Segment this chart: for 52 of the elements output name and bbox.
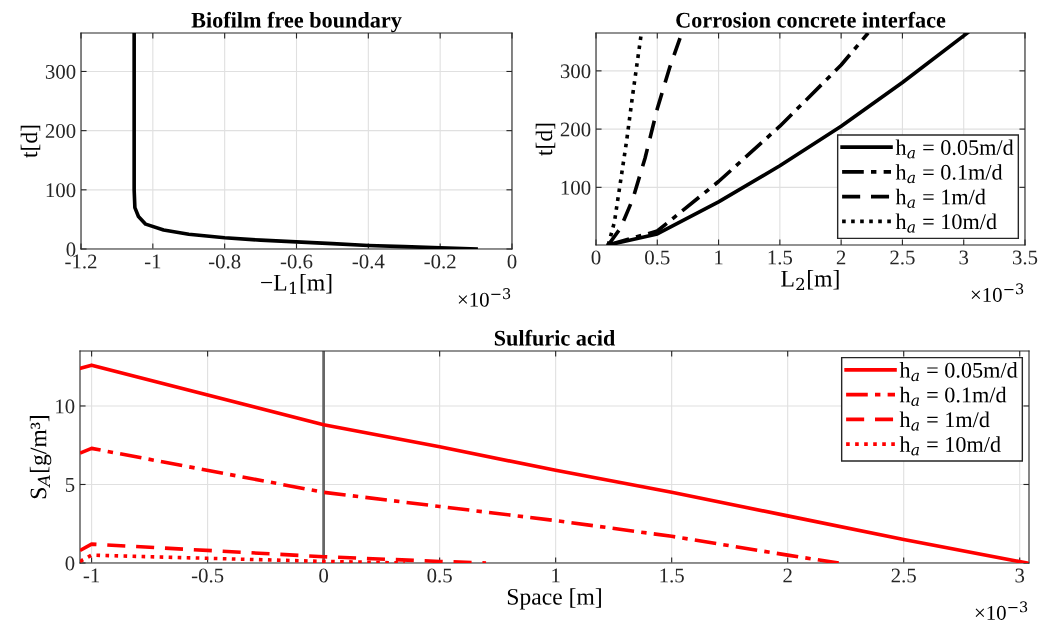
x-tick-label: 0.5 xyxy=(645,250,670,265)
x-tick-label: -0.5 xyxy=(191,568,224,583)
x-tick-label: 2.5 xyxy=(891,568,916,583)
x-tick-label: 3 xyxy=(959,250,969,265)
legend-label: h$_{a}$ = 0.05m/d xyxy=(899,362,1018,382)
x-tick-label: 0.5 xyxy=(427,568,452,583)
x-tick-label: 1.5 xyxy=(660,568,684,583)
y-tick-label: 200 xyxy=(45,124,76,139)
y-tick-label: 300 xyxy=(560,64,591,79)
legend-label: h$_{a}$ = 1m/d xyxy=(895,188,986,208)
text: ×10$^{−3}$ xyxy=(458,288,511,307)
x-tick-label: 1.5 xyxy=(768,250,793,265)
x-axis-title: Space [m] xyxy=(507,588,601,610)
legend-label: h$_{a}$ = 10m/d xyxy=(899,436,1001,456)
chart-title: Sulfuric acid xyxy=(494,329,616,346)
x-tick-label: 2 xyxy=(836,250,846,265)
x-tick-label: 3 xyxy=(1015,568,1025,583)
text: ×10$^{−3}$ xyxy=(971,283,1024,302)
x-tick-label: 0 xyxy=(507,254,517,269)
y-tick-label: 0 xyxy=(65,556,75,571)
x-axis-title: −L$_{1}$[m] xyxy=(261,274,332,295)
x-tick-label: 2 xyxy=(783,568,792,583)
x-tick-label: 3.5 xyxy=(1012,250,1038,265)
text: ×10$^{−3}$ xyxy=(975,601,1028,620)
x-tick-label: -1 xyxy=(83,568,100,583)
legend-label: h$_{a}$ = 0.05m/d xyxy=(895,139,1014,159)
x-tick-label: 2.5 xyxy=(890,250,915,265)
x-tick-label: -0.2 xyxy=(424,254,456,269)
y-tick-label: 10 xyxy=(56,399,75,414)
chart-title: Biofilm free boundary xyxy=(191,11,402,33)
legend-label: h$_{a}$ = 1m/d xyxy=(899,411,990,431)
y-tick-label: 100 xyxy=(561,180,591,195)
x-tick-label: 0 xyxy=(591,250,601,265)
legend-label: h$_{a}$ = 0.1m/d xyxy=(895,164,1003,184)
x-tick-label: 0 xyxy=(319,568,329,583)
y-tick-label: 5 xyxy=(65,478,75,492)
x-tick-label: 1 xyxy=(552,568,560,583)
x-tick-label: -0.6 xyxy=(280,254,313,269)
x-tick-label: -0.8 xyxy=(208,254,241,269)
chart-title: Corrosion concrete interface xyxy=(676,11,946,28)
y-axis-title: t[d] xyxy=(20,125,41,158)
y-tick-label: 300 xyxy=(45,64,76,79)
x-axis-title: L$_{2}$[m] xyxy=(781,270,839,291)
y-tick-label: 100 xyxy=(46,183,76,198)
y-axis-title: S$_{A}$[g/m³] xyxy=(29,416,52,499)
legend-label: h$_{a}$ = 0.1m/d xyxy=(899,386,1007,406)
y-tick-label: 200 xyxy=(560,122,591,137)
x-tick-label: 1 xyxy=(715,250,723,265)
x-tick-label: -0.4 xyxy=(352,254,385,269)
y-axis-title: t[d] xyxy=(535,123,556,156)
x-tick-label: -1 xyxy=(144,254,161,269)
legend-label: h$_{a}$ = 10m/d xyxy=(895,213,997,233)
